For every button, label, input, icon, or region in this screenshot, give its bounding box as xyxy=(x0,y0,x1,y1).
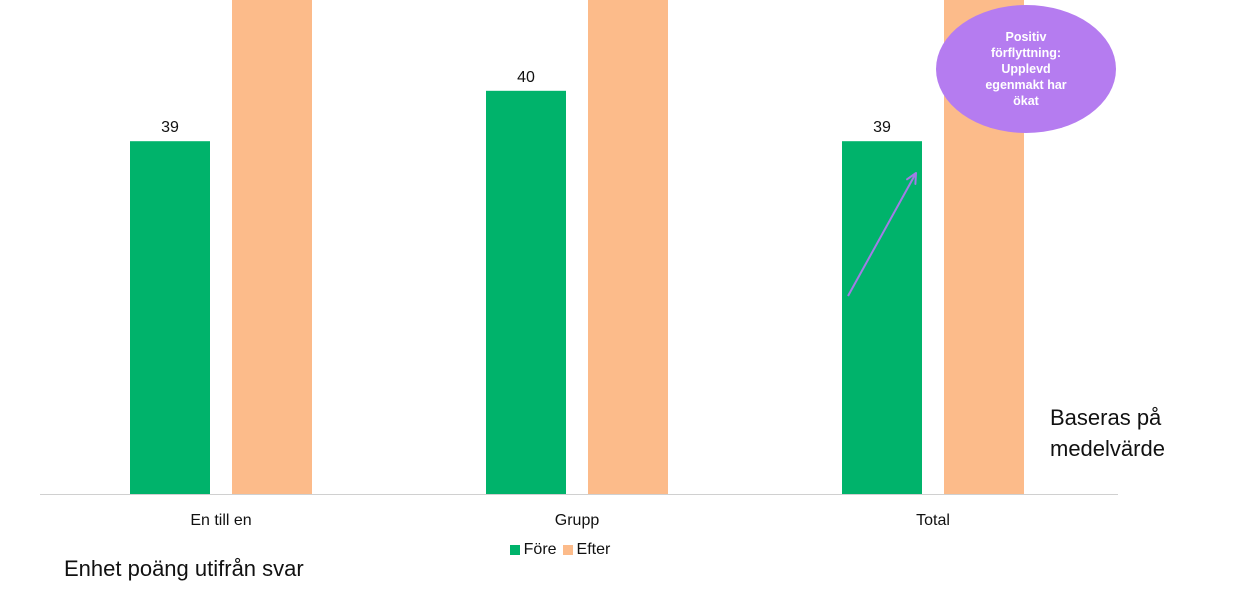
legend-item-efter: Efter xyxy=(562,541,611,559)
bar-efter-0 xyxy=(232,0,312,494)
bar-fore-1 xyxy=(486,90,566,495)
bar-fore-0 xyxy=(130,141,210,494)
legend-label-efter: Efter xyxy=(576,541,611,558)
legend: Före Efter xyxy=(0,541,1120,559)
data-label-fore-1: 40 xyxy=(517,69,535,86)
callout-bubble: Positiv förflyttning: Upplevd egenmakt h… xyxy=(936,5,1116,133)
legend-swatch-efter xyxy=(562,545,573,555)
x-tick-label-2: Total xyxy=(916,512,950,529)
footer-title: Enhet poäng utifrån svar xyxy=(64,556,304,581)
data-label-fore-2: 39 xyxy=(873,119,891,136)
x-tick-label-1: Grupp xyxy=(555,512,600,529)
bar-fore-2 xyxy=(842,141,922,494)
annotation-arrow-line xyxy=(847,172,917,297)
annotation-arrow-head xyxy=(906,172,917,185)
legend-item-fore: Före xyxy=(509,541,557,559)
legend-label-fore: Före xyxy=(523,541,557,558)
data-label-fore-0: 39 xyxy=(161,119,179,136)
x-tick-label-0: En till en xyxy=(190,512,251,529)
bar-efter-1 xyxy=(588,0,668,494)
side-note: Baseras på medelvärde xyxy=(1050,405,1165,461)
legend-swatch-fore xyxy=(509,545,520,555)
